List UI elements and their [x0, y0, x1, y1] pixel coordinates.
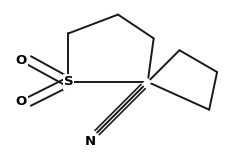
Text: O: O [16, 95, 27, 108]
Text: N: N [85, 135, 96, 148]
Text: O: O [16, 54, 27, 67]
Text: S: S [64, 75, 73, 88]
